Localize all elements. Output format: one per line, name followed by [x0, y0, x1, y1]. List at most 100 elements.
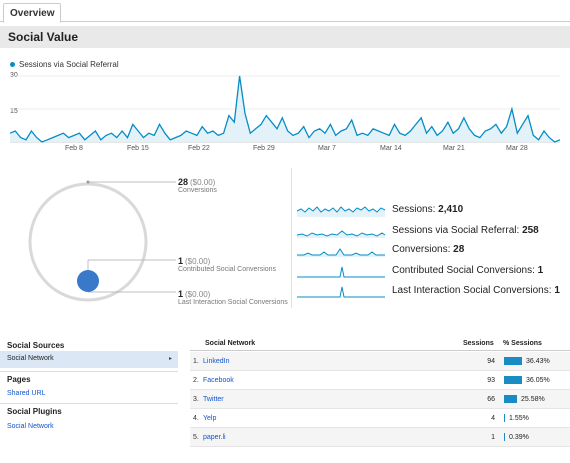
pct-bar [504, 433, 505, 441]
social-sources-heading: Social Sources [7, 341, 65, 350]
total-conversions-value: ($0.00) [189, 178, 216, 187]
pct-bar [504, 414, 505, 422]
network-link[interactable]: Yelp [203, 415, 217, 422]
contributed-value: ($0.00) [184, 257, 211, 266]
tab-overview[interactable]: Overview [3, 3, 62, 23]
total-conversions-caption: Conversions [178, 187, 217, 194]
network-link[interactable]: Facebook [203, 377, 234, 384]
metric-last-interaction-value: 1 [554, 285, 560, 296]
contributed-caption: Contributed Social Conversions [178, 266, 277, 273]
shared-url-link[interactable]: Shared URL [7, 390, 46, 397]
chevron-right-icon: ▸ [168, 356, 172, 362]
row-sessions: 93 [487, 377, 495, 384]
social-conversions-bubble[interactable] [77, 270, 99, 292]
table-header: Social Network Sessions % Sessions [190, 338, 570, 351]
x-tick-label: Mar 14 [380, 145, 402, 152]
chart-legend[interactable]: Sessions via Social Referral [10, 60, 119, 69]
row-pct: 36.05% [526, 377, 550, 384]
metric-social-referral: Sessions via Social Referral: 258 [296, 224, 566, 238]
metric-conversions: Conversions: 28 [296, 243, 566, 257]
page-header: Social Value [0, 26, 570, 48]
contributed-conversions-label: 1 ($0.00) Contributed Social Conversions [178, 256, 276, 273]
x-tick-label: Mar 21 [443, 145, 465, 152]
plugins-social-network-link[interactable]: Social Network [7, 423, 54, 430]
x-tick-label: Feb 15 [127, 145, 149, 152]
network-link[interactable]: LinkedIn [203, 358, 230, 365]
row-sessions: 66 [487, 396, 495, 403]
pct-bar [504, 357, 522, 365]
row-pct: 25.58% [521, 396, 545, 403]
col-social-network[interactable]: Social Network [205, 340, 256, 347]
row-sessions: 1 [491, 434, 495, 441]
table-row: 4. Yelp 4 1.55% [190, 409, 570, 428]
metric-sessions-label: Sessions: [392, 204, 436, 215]
contributed-sparkline [297, 266, 385, 278]
sessions-sparkline [296, 206, 386, 217]
metric-social-referral-label: Sessions via Social Referral: [392, 225, 520, 236]
y-tick-30: 30 [10, 72, 18, 79]
table-row: 2. Facebook 93 36.05% [190, 371, 570, 390]
x-tick-label: Feb 29 [253, 145, 275, 152]
row-index: 1. [193, 358, 199, 365]
table-row: 3. Twitter 66 25.58% [190, 390, 570, 409]
metric-contributed-label: Contributed Social Conversions: [392, 265, 535, 276]
social-referral-sparkline [296, 230, 386, 238]
pages-heading: Pages [7, 375, 31, 384]
last-interaction-caption: Last Interaction Social Conversions [178, 299, 288, 306]
row-sessions: 94 [487, 358, 495, 365]
col-sessions[interactable]: Sessions [463, 340, 494, 347]
sidebar-item-label: Social Network [7, 355, 54, 362]
last-interaction-sparkline [297, 286, 385, 298]
row-index: 5. [193, 434, 199, 441]
table-row: 5. paper.li 1 0.39% [190, 428, 570, 447]
total-conversions-count: 28 [178, 177, 189, 187]
sidebar-item-social-network[interactable]: Social Network ▸ [0, 351, 178, 368]
last-interaction-conversions-label: 1 ($0.00) Last Interaction Social Conver… [178, 289, 288, 306]
network-link[interactable]: paper.li [203, 434, 226, 441]
conversion-circle-chart [28, 180, 176, 302]
social-plugins-heading: Social Plugins [7, 407, 62, 416]
row-sessions: 4 [491, 415, 495, 422]
x-tick-label: Mar 7 [318, 145, 336, 152]
metric-last-interaction-label: Last Interaction Social Conversions: [392, 285, 552, 296]
legend-dot-icon [10, 62, 15, 68]
sessions-trend-chart[interactable] [0, 66, 570, 144]
contributed-count: 1 [178, 256, 184, 266]
metric-sessions: Sessions: 2,410 [296, 203, 566, 217]
sidebar-divider [0, 403, 178, 404]
row-pct: 1.55% [509, 415, 529, 422]
metric-contributed-value: 1 [537, 265, 544, 276]
metric-social-referral-value: 258 [522, 225, 539, 236]
page-title: Social Value [8, 30, 79, 44]
total-conversions-label: 28 ($0.00) Conversions [178, 177, 217, 194]
pct-bar [504, 376, 522, 384]
pct-bar [504, 395, 517, 403]
table-row: 1. LinkedIn 94 36.43% [190, 352, 570, 371]
row-index: 2. [193, 377, 199, 384]
network-link[interactable]: Twitter [203, 396, 224, 403]
sidebar-divider [0, 371, 178, 372]
metric-contributed: Contributed Social Conversions: 1 [296, 264, 566, 278]
row-pct: 0.39% [509, 434, 529, 441]
x-tick-label: Feb 22 [188, 145, 210, 152]
col-pct-sessions[interactable]: % Sessions [503, 340, 542, 347]
metric-sessions-value: 2,410 [438, 204, 464, 215]
row-index: 4. [193, 415, 199, 422]
metric-conversions-value: 28 [453, 244, 465, 255]
x-tick-label: Feb 8 [65, 145, 83, 152]
y-tick-15: 15 [10, 108, 18, 115]
metric-last-interaction: Last Interaction Social Conversions: 1 [296, 284, 566, 298]
series-line[interactable] [9, 75, 561, 143]
last-interaction-value: ($0.00) [184, 290, 211, 299]
row-pct: 36.43% [526, 358, 550, 365]
last-interaction-count: 1 [178, 289, 184, 299]
metrics-divider [291, 168, 292, 308]
series-area [10, 76, 560, 142]
total-conversions-ring [28, 182, 148, 302]
tab-bar: Overview [0, 0, 570, 23]
metric-conversions-label: Conversions: [392, 244, 451, 255]
row-index: 3. [193, 396, 199, 403]
x-tick-label: Mar 28 [506, 145, 528, 152]
conversions-sparkline [297, 248, 385, 257]
legend-label: Sessions via Social Referral [19, 60, 119, 69]
